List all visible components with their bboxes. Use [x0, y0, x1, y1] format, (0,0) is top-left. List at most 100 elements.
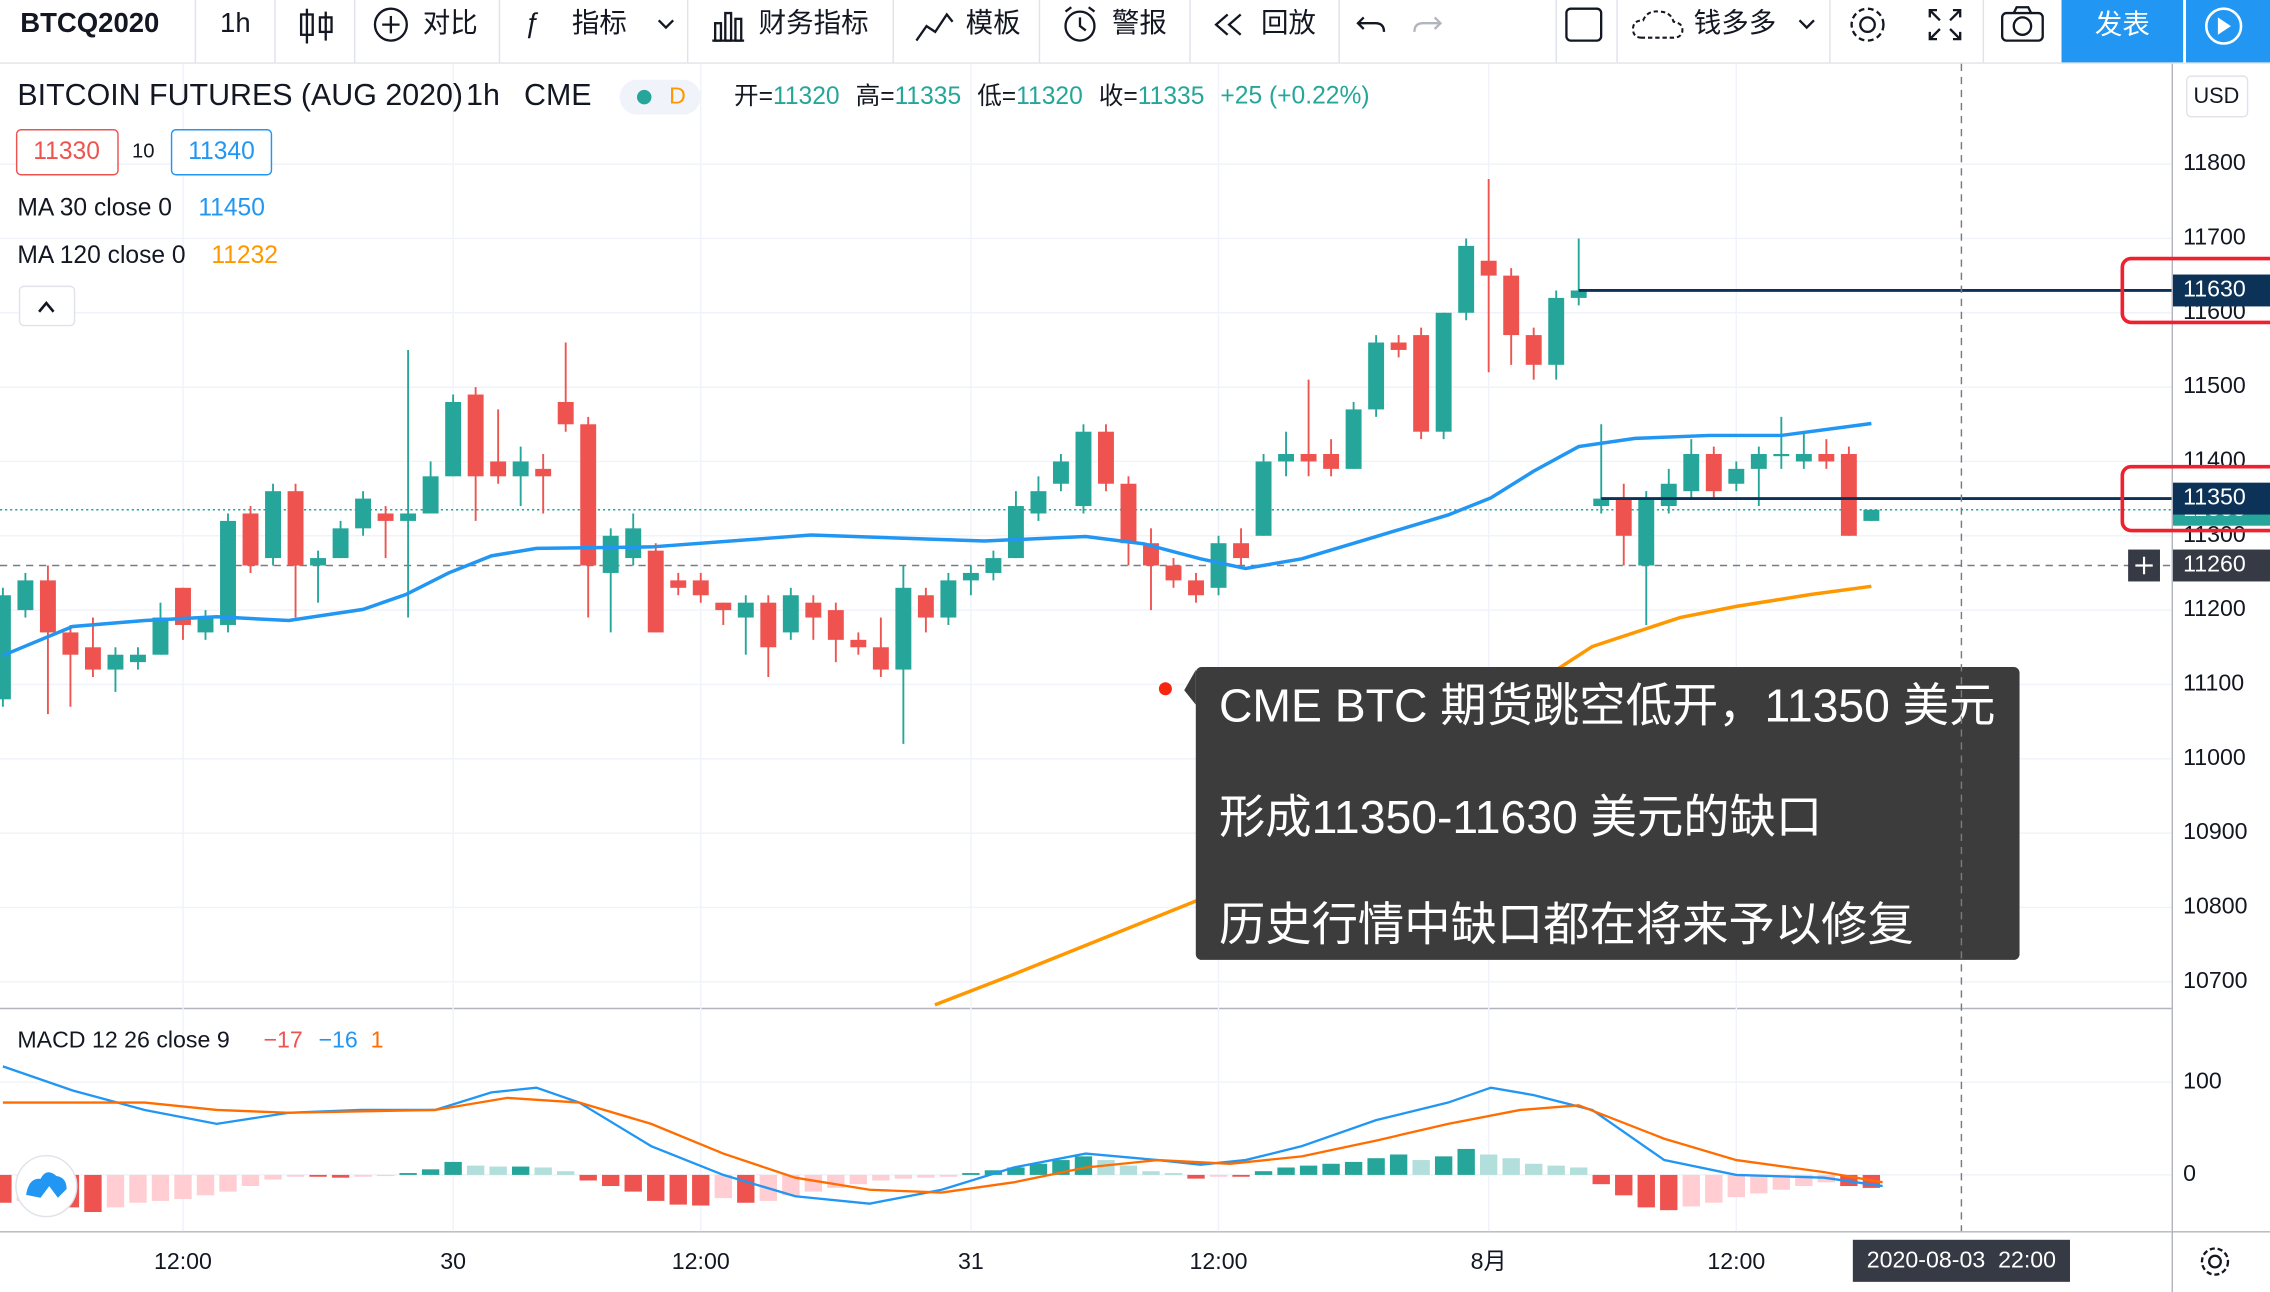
bid-price[interactable]: 11330 [33, 138, 100, 165]
templates-button[interactable]: 模板 [966, 7, 1021, 38]
histogram-bar [1525, 1163, 1543, 1175]
candle-body [1840, 454, 1857, 536]
ma-legend: MA 120 close 0 [17, 242, 185, 269]
histogram-bar [1479, 1154, 1498, 1175]
ohlc-low: 低=11320 [977, 82, 1083, 110]
annotation-text: 形成11350-11630 美元的缺口 [1219, 791, 1822, 843]
histogram-bar [151, 1174, 170, 1201]
publish-label[interactable]: 发表 [2095, 8, 2150, 39]
collapse-icon[interactable] [38, 301, 55, 313]
ask-price[interactable]: 11340 [188, 138, 255, 165]
candle-body [377, 513, 394, 521]
candle-body [625, 528, 642, 559]
alerts-icon[interactable] [1064, 6, 1096, 42]
histogram-bar [1322, 1163, 1340, 1175]
sell-button[interactable] [15, 129, 119, 176]
financials-icon[interactable] [712, 11, 745, 42]
histogram-bar [782, 1174, 800, 1196]
candle-body [850, 639, 867, 648]
fullscreen-icon[interactable] [1928, 8, 1962, 41]
gap-level-tag: 11350 [2183, 484, 2246, 510]
histogram-bar [1412, 1160, 1430, 1175]
dropdown-icon[interactable] [1798, 19, 1815, 30]
axis-settings-icon[interactable] [2200, 1247, 2230, 1276]
candle-body [760, 602, 777, 648]
candle-body [242, 513, 259, 566]
currency[interactable]: USD [2194, 83, 2240, 108]
play-icon[interactable] [2204, 7, 2243, 45]
ohlc-label: 开= [734, 83, 773, 110]
snapshot-icon[interactable] [2001, 6, 2044, 42]
histogram-bar [714, 1174, 732, 1199]
compare-icon[interactable] [373, 7, 408, 42]
crosshair-time-tag: 2020-08-03 22:00 [1867, 1247, 2056, 1273]
candle-body [422, 476, 439, 514]
histogram-bar [1164, 1173, 1183, 1175]
cloud-icon[interactable] [1631, 10, 1684, 39]
candle-body [1435, 312, 1452, 432]
ohlc-value: 11335 [895, 83, 962, 110]
x-tick-label: 12:00 [672, 1248, 730, 1274]
replay-icon[interactable] [1214, 13, 1242, 36]
histogram-bar [1637, 1174, 1655, 1208]
y-tick-label: 10700 [2183, 967, 2247, 993]
histogram-bar [1592, 1174, 1610, 1185]
histogram-bar [354, 1174, 372, 1177]
redo-icon[interactable] [1413, 16, 1443, 32]
layout-name[interactable]: 钱多多 [1694, 7, 1776, 38]
play-icon[interactable] [2217, 17, 2231, 35]
compare-button[interactable]: 对比 [423, 7, 478, 38]
candle-body [84, 647, 101, 670]
overlay: BITCOIN FUTURES (AUG 2020) 1h CME D 开=11… [15, 63, 2270, 1282]
candle-body [1007, 506, 1024, 559]
x-tick-label: 30 [440, 1248, 466, 1274]
histogram-bar [1389, 1154, 1408, 1175]
candle-body [0, 595, 11, 700]
candle-body [1458, 245, 1475, 313]
histogram-bar [241, 1174, 260, 1187]
alerts-button[interactable]: 警报 [1112, 7, 1167, 38]
candle-body [1368, 342, 1385, 410]
x-tick-label: 12:00 [154, 1248, 212, 1274]
settings-icon[interactable] [1850, 7, 1885, 42]
replay-button[interactable]: 回放 [1261, 7, 1316, 38]
candle-body [805, 602, 822, 618]
dropdown-icon[interactable] [657, 19, 675, 30]
histogram-bar [962, 1173, 980, 1175]
indicators-icon[interactable]: ƒ [524, 7, 539, 38]
legend-interval: 1h [466, 78, 500, 112]
market-status-dot [636, 89, 652, 105]
candle-body [1210, 543, 1227, 588]
candle-body [1615, 498, 1632, 536]
ohlc-value: 11320 [773, 83, 840, 110]
layout-icon[interactable] [1565, 7, 1603, 42]
indicators-button[interactable]: 指标 [572, 7, 627, 38]
undo-icon[interactable] [1356, 16, 1386, 32]
y-tick-label: 11200 [2183, 595, 2246, 621]
candle-body [220, 520, 236, 625]
histogram-bar [1547, 1165, 1565, 1175]
ma-legend-value: 11450 [198, 194, 265, 221]
symbol[interactable]: BTCQ2020 [20, 7, 159, 38]
histogram-bar [1367, 1158, 1385, 1175]
currency-box[interactable] [2186, 75, 2249, 118]
financials-button[interactable]: 财务指标 [759, 7, 869, 38]
buy-button[interactable] [170, 129, 273, 176]
spread: 10 [132, 141, 155, 163]
publish-button[interactable] [2061, 0, 2184, 63]
candle-body [670, 580, 687, 588]
histogram-bar [1007, 1167, 1025, 1175]
candle-body [1165, 565, 1182, 581]
logo-mark[interactable] [26, 1172, 67, 1198]
candle-body [1863, 509, 1880, 521]
templates-icon[interactable] [915, 12, 954, 42]
chart-style-icon[interactable] [299, 8, 333, 44]
histogram-bar [511, 1166, 530, 1175]
candle-body [1413, 335, 1430, 432]
interval-button[interactable]: 1h [220, 7, 251, 38]
histogram-bar [489, 1166, 507, 1175]
macd-line [2, 1065, 1883, 1205]
histogram-bar [1705, 1174, 1723, 1203]
histogram-bar [1232, 1174, 1250, 1177]
